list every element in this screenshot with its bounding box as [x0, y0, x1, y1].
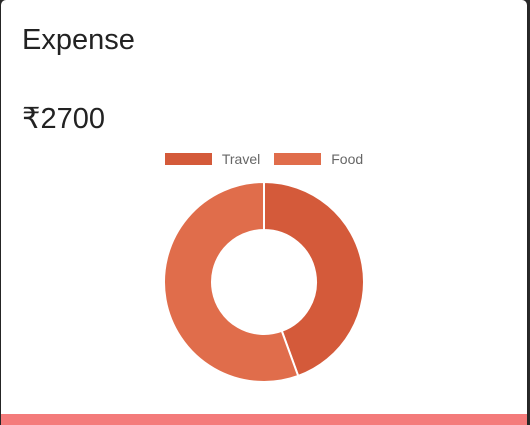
legend-label-travel: Travel [222, 151, 260, 167]
legend-swatch-travel [165, 153, 212, 165]
expense-amount: ₹2700 [22, 101, 105, 137]
legend-swatch-food [274, 153, 321, 165]
doughnut-chart [1, 178, 527, 388]
legend-item-food[interactable]: Food [274, 151, 363, 167]
card-title: Expense [22, 22, 135, 58]
legend-item-travel[interactable]: Travel [165, 151, 260, 167]
chart-legend: Travel Food [1, 151, 527, 167]
accent-bar [1, 414, 527, 425]
legend-label-food: Food [331, 151, 363, 167]
